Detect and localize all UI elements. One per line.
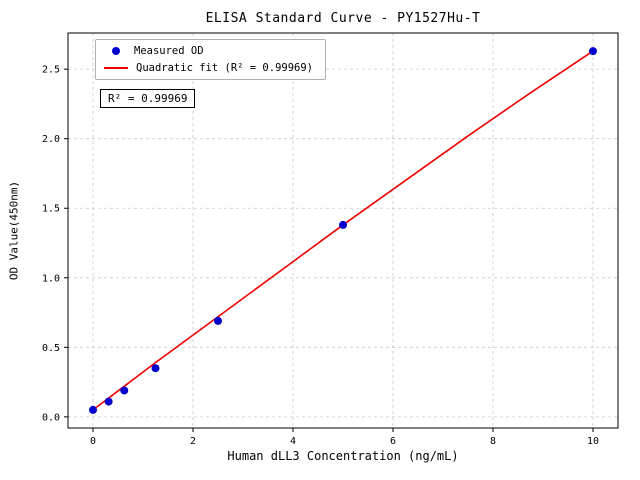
svg-text:1.0: 1.0 [42,273,60,284]
legend: Measured OD Quadratic fit (R² = 0.99969) [95,39,327,80]
r-squared-annotation: R² = 0.99969 [100,89,196,108]
svg-text:0.5: 0.5 [42,343,60,354]
svg-text:8: 8 [490,436,496,447]
svg-text:0: 0 [90,436,96,447]
legend-label-fit: Quadratic fit (R² = 0.99969) [136,62,314,74]
measured-od-marker-icon [112,47,120,55]
svg-text:4: 4 [290,436,296,447]
svg-text:10: 10 [587,436,599,447]
svg-text:2.0: 2.0 [42,134,60,145]
x-axis-label: Human dLL3 Concentration (ng/mL) [227,449,459,463]
svg-text:0.0: 0.0 [42,412,60,423]
fit-line-marker-icon [104,67,128,69]
svg-text:2: 2 [190,436,196,447]
y-axis-label: OD Value(450nm) [7,180,21,281]
svg-text:2.5: 2.5 [42,65,60,76]
svg-text:1.5: 1.5 [42,204,60,215]
svg-text:6: 6 [390,436,396,447]
legend-entry-measured: Measured OD [104,45,313,57]
legend-entry-fit: Quadratic fit (R² = 0.99969) [104,62,313,74]
legend-label-measured: Measured OD [134,45,204,57]
chart-title: ELISA Standard Curve - PY1527Hu-T [205,11,481,26]
